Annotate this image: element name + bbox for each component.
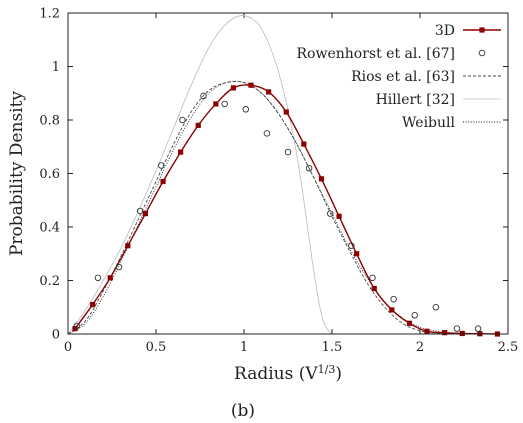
data-point-square — [283, 109, 289, 115]
y-tick-label: 1 — [52, 60, 60, 75]
y-tick-label: 0 — [52, 328, 60, 343]
y-tick-label: 0.6 — [39, 167, 60, 182]
data-point-circle — [390, 295, 397, 303]
series-line — [67, 15, 333, 335]
data-point-square — [107, 275, 113, 281]
figure-caption: (b) — [231, 401, 255, 421]
data-point-circle — [115, 263, 123, 271]
x-tick-label: 0 — [64, 340, 72, 355]
data-point-square — [318, 176, 325, 182]
data-point-circle — [348, 242, 355, 249]
series-4 — [67, 80, 500, 335]
legend-label: Rios et al. [63] — [351, 69, 455, 85]
data-point-circle — [263, 130, 271, 137]
legend-item: 3D — [435, 23, 501, 39]
data-point-circle — [411, 312, 418, 319]
y-tick-label: 0.2 — [39, 274, 60, 289]
legend-item: Rowenhorst et al. [67] — [297, 46, 486, 62]
series-0 — [72, 82, 501, 337]
x-axis-unit-base: V — [304, 364, 318, 384]
data-point-square — [424, 328, 430, 334]
data-point-square — [178, 149, 184, 155]
data-point-square — [160, 178, 166, 185]
y-tick-label: 1.2 — [39, 7, 60, 22]
legend-label: Hillert [32] — [376, 92, 455, 108]
series-layer — [67, 15, 501, 337]
legend-label: 3D — [435, 23, 455, 39]
y-tick-label: 0.8 — [39, 114, 60, 129]
data-point-square — [406, 320, 413, 326]
series-2 — [67, 80, 500, 335]
data-point-circle — [179, 116, 186, 124]
data-point-circle — [453, 325, 461, 332]
data-point-square — [248, 82, 254, 88]
data-point-square — [195, 122, 201, 128]
x-tick-label: 1.5 — [322, 340, 343, 355]
data-point-square — [142, 211, 149, 217]
data-point-circle — [158, 162, 165, 169]
x-tick-label: 2.5 — [498, 340, 519, 355]
data-point-square — [459, 330, 465, 337]
x-axis-title: Radius (V1/3) — [234, 363, 342, 385]
data-point-circle — [369, 274, 376, 282]
plot-frame — [67, 12, 509, 335]
data-point-square — [230, 85, 237, 91]
data-point-circle — [136, 207, 144, 215]
data-point-square — [266, 89, 272, 95]
y-tick-label: 0.4 — [39, 221, 60, 236]
data-point-circle — [200, 92, 207, 100]
data-point-circle — [432, 304, 440, 311]
x-axis-unit-exp: 1/3 — [318, 363, 336, 376]
data-point-square — [125, 243, 131, 249]
series-3 — [67, 15, 333, 335]
data-point-circle — [474, 325, 482, 332]
x-axis-title-text: Radius — [234, 364, 293, 384]
legend-marker — [479, 27, 485, 33]
legend-marker — [478, 49, 486, 57]
legend: 3D Rowenhorst et al. [67] Rios et al. [63]… — [297, 23, 501, 131]
data-point-square — [371, 285, 377, 292]
legend-label: Weibull — [402, 115, 455, 131]
data-point-square — [336, 213, 342, 219]
data-point-circle — [326, 210, 334, 217]
data-point-square — [213, 101, 219, 107]
data-point-square — [354, 251, 360, 257]
x-tick-label: 2 — [416, 340, 424, 355]
data-point-circle — [305, 164, 313, 172]
data-point-circle — [221, 100, 228, 108]
data-point-square — [90, 301, 96, 308]
legend-item: Rios et al. [63] — [351, 69, 501, 85]
legend-item: Weibull — [402, 115, 501, 131]
x-tick-label: 1 — [240, 340, 248, 355]
data-point-circle — [73, 322, 81, 330]
data-point-square — [389, 307, 395, 313]
data-point-circle — [242, 106, 250, 113]
legend-item: Hillert [32] — [376, 92, 501, 108]
legend-label: Rowenhorst et al. [67] — [297, 46, 455, 62]
x-tick-label: 0.5 — [146, 340, 167, 355]
data-point-circle — [284, 148, 292, 156]
data-point-square — [442, 330, 448, 336]
y-axis-title: Probability Density — [7, 91, 27, 256]
series-line — [67, 80, 500, 335]
series-line — [67, 80, 500, 335]
series-1 — [73, 92, 482, 332]
tick-layer: 0 0.5 1 1.5 2 2.5 0 0.2 0.4 0.6 0.8 1 1.2 — [39, 7, 518, 356]
data-point-circle — [94, 274, 102, 282]
data-point-square — [301, 141, 307, 147]
